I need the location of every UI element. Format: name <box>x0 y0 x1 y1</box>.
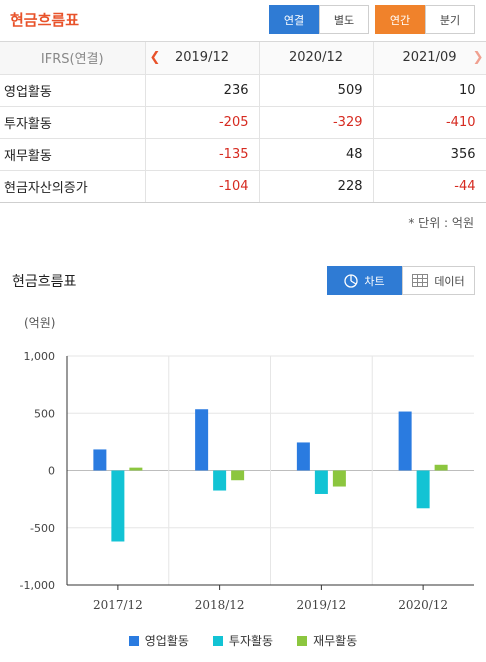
y-tick-label: -500 <box>30 522 55 535</box>
consolidation-toggle: 연결 별도 <box>269 5 369 34</box>
period-header: 2021/09 ❯ <box>373 42 486 75</box>
period-label: 2020/12 <box>288 50 343 66</box>
chevron-right-icon[interactable]: ❯ <box>472 50 484 65</box>
table-cell: 356 <box>373 138 486 171</box>
bar <box>213 470 227 491</box>
page-title: 현금흐름표 <box>10 11 80 29</box>
period-label: 2019/12 <box>174 50 229 66</box>
table-cell: 509 <box>259 74 374 107</box>
table-cell: -135 <box>145 138 260 171</box>
table-cell: -205 <box>145 106 260 139</box>
view-toggle: 차트 데이터 <box>327 266 475 295</box>
separate-button[interactable]: 별도 <box>319 5 369 34</box>
table-row: 재무활동 -135 48 356 <box>0 138 486 171</box>
row-label: 영업활동 <box>0 74 146 107</box>
table-cell: -104 <box>145 170 260 203</box>
chart-legend: 영업활동 투자활동 재무활동 <box>0 632 486 649</box>
table-cell: -410 <box>373 106 486 139</box>
x-tick-label: 2020/12 <box>398 598 448 612</box>
annual-button[interactable]: 연간 <box>375 5 425 34</box>
legend-swatch <box>128 635 139 646</box>
bar <box>129 467 143 471</box>
bar <box>416 470 430 509</box>
table-cell: -44 <box>373 170 486 203</box>
row-label: 현금자산의증가 <box>0 170 146 203</box>
table-corner: IFRS(연결) <box>0 42 146 75</box>
legend-swatch <box>297 635 308 646</box>
y-tick-label: 1,000 <box>24 350 56 363</box>
chevron-left-icon[interactable]: ❮ <box>149 50 161 65</box>
table-cell: -329 <box>259 106 374 139</box>
data-view-label: 데이터 <box>434 274 465 288</box>
legend-item[interactable]: 재무활동 <box>297 632 357 649</box>
cashflow-bar-chart: 1,000 500 0 -500 -1,000 2017/12 2018/12 2019/12… <box>20 350 474 612</box>
table-row: 영업활동 236 509 10 <box>0 74 486 107</box>
bar <box>195 409 209 471</box>
row-label: 투자활동 <box>0 106 146 139</box>
period-header: ❮ 2019/12 <box>145 42 260 75</box>
y-axis-unit: (억원) <box>24 316 56 330</box>
table-cell: 48 <box>259 138 374 171</box>
cashflow-table: IFRS(연결) ❮ 2019/12 2020/12 2021/09 ❯ 영업활… <box>0 42 486 203</box>
bar <box>314 470 328 494</box>
period-toggle: 연간 분기 <box>375 5 475 34</box>
chart-view-button[interactable]: 차트 <box>327 266 402 295</box>
x-tick-label: 2018/12 <box>195 598 245 612</box>
legend-label: 투자활동 <box>228 634 274 648</box>
legend-swatch <box>212 635 223 646</box>
legend-item[interactable]: 투자활동 <box>212 632 274 649</box>
bar <box>398 411 412 471</box>
top-bar: 현금흐름표 연결 별도 연간 분기 <box>0 0 486 42</box>
y-tick-label: 0 <box>48 465 55 478</box>
legend-label: 영업활동 <box>144 634 189 648</box>
legend-label: 재무활동 <box>313 634 358 648</box>
bar <box>434 464 448 471</box>
bar <box>332 470 346 487</box>
table-row: 투자활동 -205 -329 -410 <box>0 106 486 139</box>
table-cell: 236 <box>145 74 260 107</box>
legend-item[interactable]: 영업활동 <box>128 632 189 649</box>
x-tick-label: 2019/12 <box>296 598 346 612</box>
table-header-row: IFRS(연결) ❮ 2019/12 2020/12 2021/09 ❯ <box>0 42 486 75</box>
table-cell: 10 <box>373 74 486 107</box>
data-view-button[interactable]: 데이터 <box>402 266 475 295</box>
y-tick-label: 500 <box>34 407 55 420</box>
x-tick-label: 2017/12 <box>93 598 143 612</box>
bar <box>111 470 125 542</box>
chart-view-label: 차트 <box>364 274 385 288</box>
pie-chart-icon <box>344 273 359 288</box>
table-cell: 228 <box>259 170 374 203</box>
table-icon <box>412 274 429 287</box>
quarterly-button[interactable]: 분기 <box>425 5 475 34</box>
period-label: 2021/09 <box>402 50 457 66</box>
bar <box>93 449 107 471</box>
bar <box>231 470 245 481</box>
unit-note: * 단위 : 억원 <box>408 216 474 230</box>
consolidated-button[interactable]: 연결 <box>269 5 319 34</box>
row-label: 재무활동 <box>0 138 146 171</box>
bar <box>296 442 310 471</box>
y-tick-label: -1,000 <box>20 579 55 592</box>
chart-section-title: 현금흐름표 <box>12 274 77 290</box>
table-row: 현금자산의증가 -104 228 -44 <box>0 170 486 203</box>
period-header: 2020/12 <box>259 42 374 75</box>
